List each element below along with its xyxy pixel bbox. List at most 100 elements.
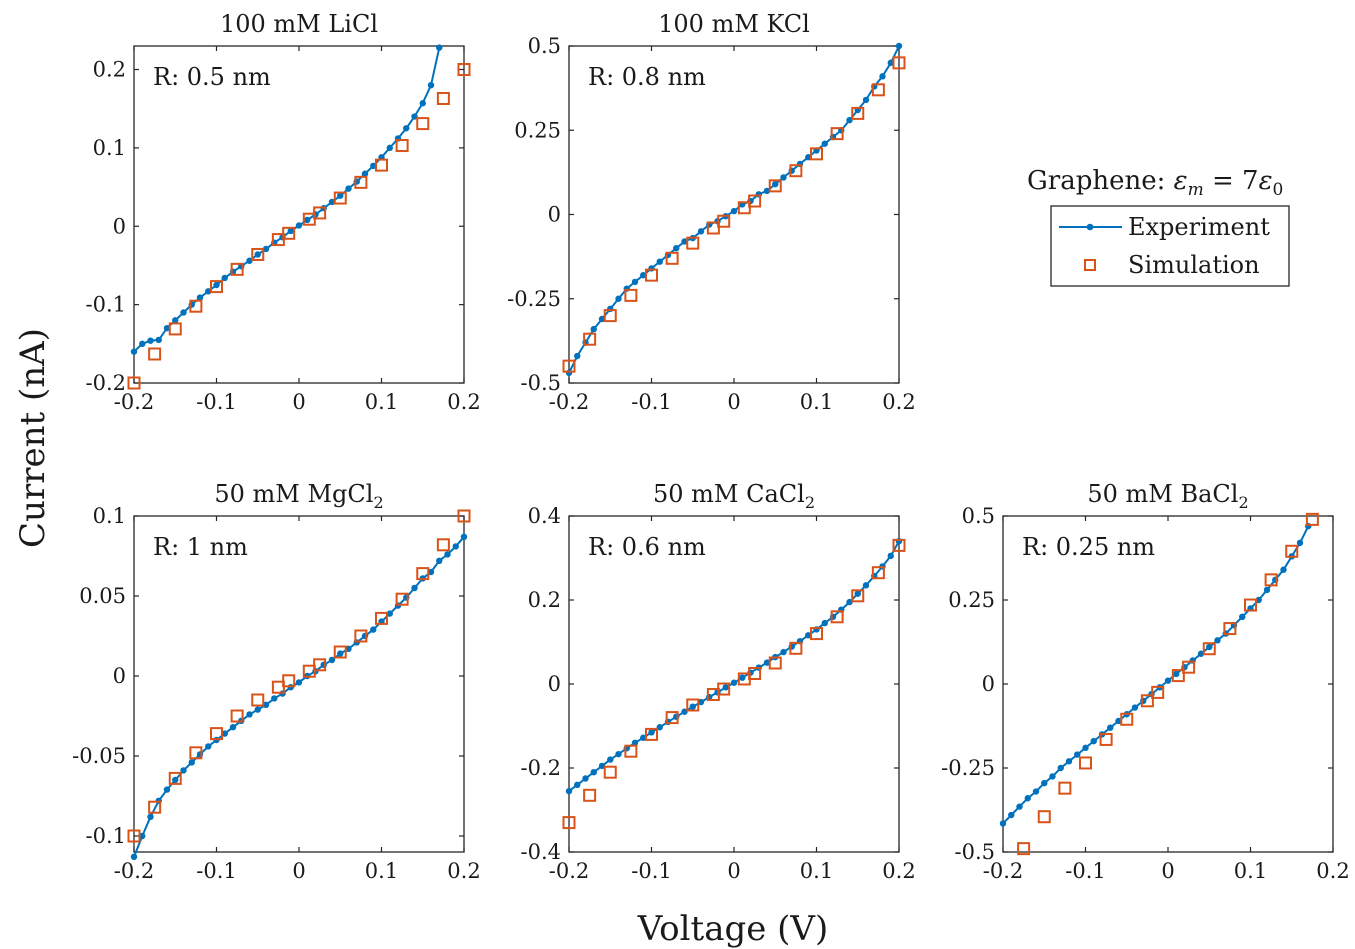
simulation-point (282, 674, 296, 688)
experiment-point (887, 552, 894, 560)
experiment-point (254, 706, 261, 713)
simulation-point (624, 744, 638, 758)
radius-annotation: R: 1 nm (153, 533, 248, 561)
y-tick-label: 0.25 (948, 588, 995, 612)
experiment-point (763, 187, 771, 195)
experiment-point (1164, 677, 1172, 684)
experiment-point (411, 584, 418, 592)
experiment-point (287, 227, 294, 235)
experiment-point (821, 619, 828, 627)
simulation-point (830, 127, 844, 141)
experiment-point (697, 228, 705, 235)
simulation-point (282, 226, 296, 240)
simulation-point (583, 332, 597, 346)
experiment-point (1016, 803, 1023, 810)
simulation-point (1182, 660, 1196, 674)
simulation-point (189, 746, 203, 760)
experiment-point (846, 116, 853, 124)
experiment-point (452, 543, 459, 550)
experiment-point (598, 315, 606, 323)
simulation-point (583, 788, 597, 802)
simulation-point (251, 247, 265, 261)
simulation-point (1223, 622, 1237, 636)
simulation-point (313, 658, 327, 672)
simulation-point (416, 117, 430, 131)
simulation-point (1037, 810, 1051, 824)
simulation-point (333, 645, 347, 659)
experiment-point (444, 551, 451, 558)
experiment-point (246, 711, 253, 718)
experiment-point (739, 674, 746, 681)
legend-box (1050, 205, 1290, 287)
experiment-point (337, 650, 344, 657)
y-tick-label: -0.05 (72, 744, 126, 768)
experiment-point (1032, 788, 1040, 795)
simulation-point (313, 206, 327, 220)
simulation-point (1140, 694, 1154, 708)
simulation-point (871, 566, 885, 580)
x-axis-title: Voltage (V) (637, 909, 829, 949)
y-tick-label: -0.5 (955, 840, 996, 864)
experiment-point (361, 170, 369, 177)
experiment-point (229, 724, 237, 731)
data-layer (999, 512, 1319, 856)
simulation-point (189, 299, 203, 313)
panel-title: 50 mM BaCl2 (1087, 480, 1248, 512)
simulation-point (748, 194, 762, 208)
subplot-3: -0.2 -0.1 0 0.1 0.2 -0.1 -0.05 0 0.05 0.1 50 mM Mg… (72, 480, 481, 883)
simulation-point (768, 656, 782, 670)
experiment-point (196, 294, 204, 301)
experiment-point (1280, 566, 1287, 573)
experiment-point (295, 679, 303, 686)
simulation-point (1151, 685, 1165, 699)
experiment-point (1090, 737, 1097, 745)
y-tick-label: 0.4 (528, 504, 561, 528)
x-tick-label: -0.1 (196, 859, 237, 883)
x-tick-label: 0 (727, 859, 740, 883)
experiment-point (304, 216, 311, 224)
legend-experiment-marker (1086, 223, 1094, 231)
simulation-point (354, 175, 368, 189)
experiment-point (722, 684, 729, 691)
axes-box (133, 45, 465, 384)
experiment-point (295, 222, 303, 229)
simulation-point (251, 693, 265, 707)
experiment-point (1206, 643, 1213, 651)
simulation-point (457, 63, 471, 77)
experiment-point (205, 743, 212, 750)
experiment-point (1255, 596, 1262, 604)
legend: Graphene: εm = 7ε0 Experiment Simulation (1027, 166, 1290, 287)
x-tick-label: 0.2 (882, 859, 915, 883)
simulation-point (1058, 781, 1072, 795)
panel-title: 100 mM KCl (658, 10, 810, 38)
x-tick-label: -0.1 (196, 390, 237, 414)
experiment-point (631, 739, 639, 746)
experiment-point (427, 81, 435, 89)
simulation-point (892, 56, 906, 70)
experiment-point (345, 645, 352, 652)
panel-title: 50 mM CaCl2 (653, 480, 815, 512)
experiment-point (681, 708, 688, 715)
experiment-point (180, 767, 187, 774)
experiment-point (1239, 613, 1246, 620)
experiment-point (213, 281, 220, 289)
y-tick-label: 0.25 (514, 118, 561, 142)
y-tick-label: 0.2 (93, 58, 126, 82)
x-tick-label: 0.1 (800, 859, 833, 883)
experiment-point (370, 162, 377, 170)
simulation-point (851, 589, 865, 603)
experiment-point (574, 781, 581, 788)
axes-box (568, 45, 900, 384)
x-tick-label: 0.2 (882, 390, 915, 414)
simulation-point (148, 347, 162, 361)
radius-annotation: R: 0.5 nm (153, 63, 271, 91)
experiment-point (565, 787, 573, 795)
simulation-point (1099, 732, 1113, 746)
y-tick-label: 0 (548, 203, 561, 227)
experiment-point (590, 769, 597, 776)
experiment-point (411, 113, 418, 120)
y-tick-label: -0.2 (86, 371, 127, 395)
subplot-grid: -0.2 -0.1 0 0.1 0.2 -0.2 -0.1 0 0.1 0.2 100 mM LiC… (72, 10, 1350, 883)
experiment-point (821, 140, 828, 147)
